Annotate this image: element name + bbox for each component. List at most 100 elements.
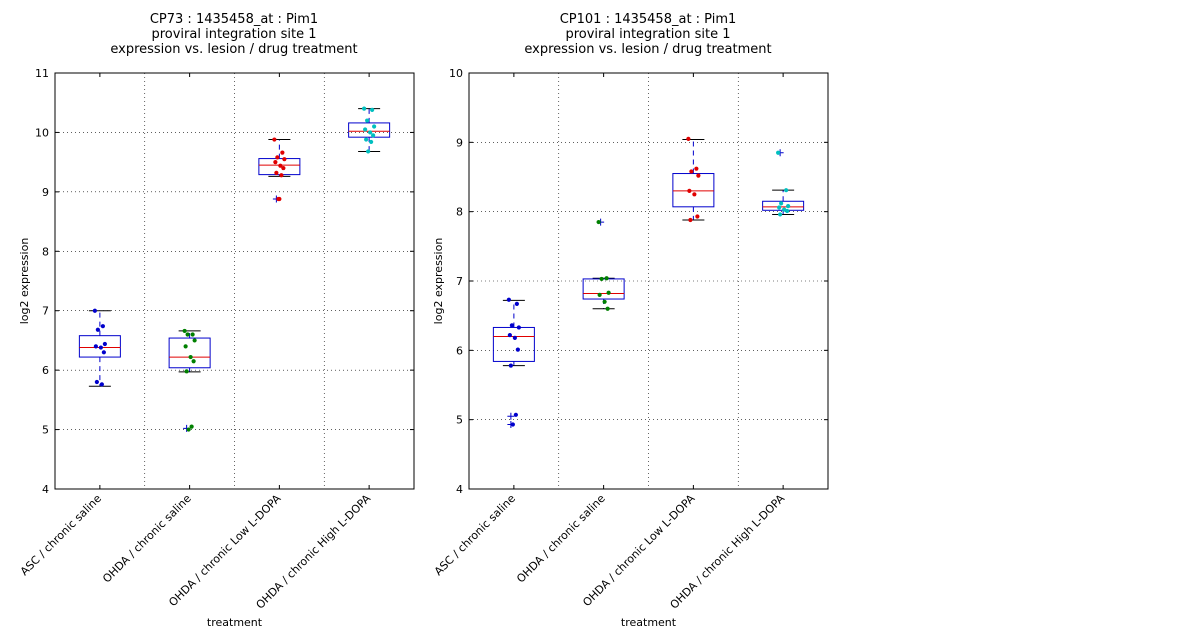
data-point [510,422,515,427]
data-point [279,173,284,178]
data-point [95,327,100,332]
y-tick-label: 6 [456,344,463,357]
y-tick-label: 5 [42,424,49,437]
data-point [786,204,791,209]
data-point [777,205,782,210]
data-point [508,363,513,368]
chart-title-line: CP101 : 1435458_at : Pim1 [560,12,737,27]
data-point [102,341,107,347]
y-tick-label: 7 [456,275,463,288]
data-point [785,208,790,214]
data-point [282,157,287,162]
data-point [689,169,694,174]
y-tick-label: 9 [42,186,49,199]
x-tick-label: ASC / chronic saline [432,492,518,578]
data-point [694,166,699,171]
data-point [602,299,607,304]
data-point [606,290,611,295]
data-point [687,188,692,193]
box-body [672,173,715,208]
data-point [778,212,783,217]
data-point [190,332,195,337]
data-point [507,332,512,338]
box-body [168,337,211,369]
box-body [492,326,535,362]
data-point [369,139,374,145]
data-point [274,170,279,175]
x-tick-label: ASC / chronic saline [18,492,104,578]
box-body [78,335,121,358]
data-point [366,149,371,154]
y-tick-label: 9 [456,136,463,149]
data-point [277,196,282,202]
data-point [695,214,700,219]
data-point [604,276,609,281]
y-tick-label: 10 [449,67,463,80]
data-point [696,173,701,178]
data-point [779,201,784,206]
data-point [372,124,377,129]
data-point [183,344,188,349]
data-point [188,354,193,360]
data-point [512,335,517,340]
data-point [93,344,98,349]
y-tick-label: 8 [456,206,463,219]
data-point [189,424,194,429]
chart-title-line: expression vs. lesion / drug treatment [110,42,357,57]
data-point [101,350,106,355]
x-axis-label: treatment [621,616,677,629]
data-point [371,133,376,138]
data-point [185,332,190,337]
box-body [348,122,391,138]
data-point [363,127,368,132]
y-tick-label: 7 [42,305,49,318]
plot-frame [54,72,415,490]
data-point [514,301,519,306]
chart-title-line: proviral integration site 1 [151,27,316,42]
data-point [362,106,367,111]
x-axis-label: treatment [207,616,263,629]
data-point [365,118,370,123]
data-point [99,382,104,387]
data-point [599,276,604,282]
data-point [186,427,191,432]
data-point [98,345,103,350]
data-point [278,163,283,168]
data-point [516,325,521,330]
chart-title-line: CP73 : 1435458_at : Pim1 [150,12,318,27]
data-point [364,137,369,142]
data-point [776,150,781,155]
y-tick-label: 8 [42,245,49,258]
data-point [688,217,693,223]
data-point [506,297,511,302]
y-tick-label: 6 [42,364,49,377]
data-point [275,155,280,160]
data-point [182,328,187,334]
y-axis-label: log2 expression [18,238,31,325]
data-point [272,137,277,142]
data-point [784,188,789,193]
x-tick-label: OHDA / chronic saline [514,492,608,586]
chart-title-line: expression vs. lesion / drug treatment [524,42,771,57]
box-outlier [507,412,515,420]
data-point [509,323,514,328]
data-point [686,136,691,141]
data-point [597,292,602,297]
data-point [605,306,610,311]
data-point [280,150,285,155]
data-point [281,165,286,171]
data-point [94,379,99,385]
data-point [184,369,189,374]
data-point [596,219,601,225]
y-tick-label: 5 [456,414,463,427]
y-tick-label: 4 [42,483,49,496]
data-point [515,347,520,352]
data-point [513,412,518,417]
y-tick-label: 4 [456,483,463,496]
box-body [582,278,625,300]
y-tick-label: 10 [35,126,49,139]
chart-title-line: proviral integration site 1 [565,27,730,42]
